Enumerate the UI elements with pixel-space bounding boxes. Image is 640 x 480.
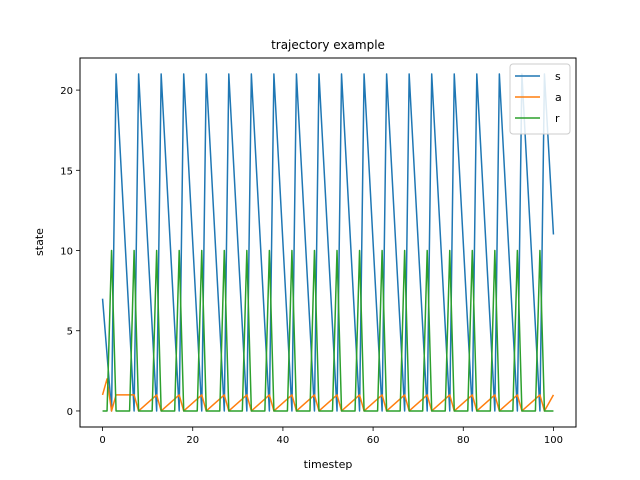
x-tick-label: 20	[186, 435, 199, 446]
y-tick-label: 5	[67, 327, 73, 338]
axes-frame	[79, 57, 577, 428]
legend: sar	[509, 63, 571, 135]
x-tick-label: 0	[99, 435, 105, 446]
legend-label-r: r	[555, 112, 560, 125]
legend-label-a: a	[555, 91, 562, 104]
series-line-r	[102, 249, 554, 412]
y-tick-label: 20	[60, 86, 73, 97]
y-tick-label: 15	[60, 166, 73, 177]
x-axis-label: timestep	[304, 458, 353, 471]
plot-area	[79, 57, 577, 428]
y-axis-label: state	[33, 228, 46, 256]
x-tick-label: 100	[544, 435, 563, 446]
chart-title: trajectory example	[271, 38, 385, 52]
legend-box	[509, 63, 571, 135]
legend-label-s: s	[555, 70, 561, 83]
x-tick-label: 40	[277, 435, 290, 446]
x-axis-ticks: 0 20 40 60 80 100	[99, 427, 563, 446]
x-tick-label: 60	[367, 435, 380, 446]
y-tick-label: 0	[67, 407, 73, 418]
x-tick-label: 80	[457, 435, 470, 446]
series-layer	[101, 73, 555, 412]
y-axis-ticks: 0 5 10 15 20	[60, 86, 80, 418]
y-tick-label: 10	[60, 247, 73, 258]
